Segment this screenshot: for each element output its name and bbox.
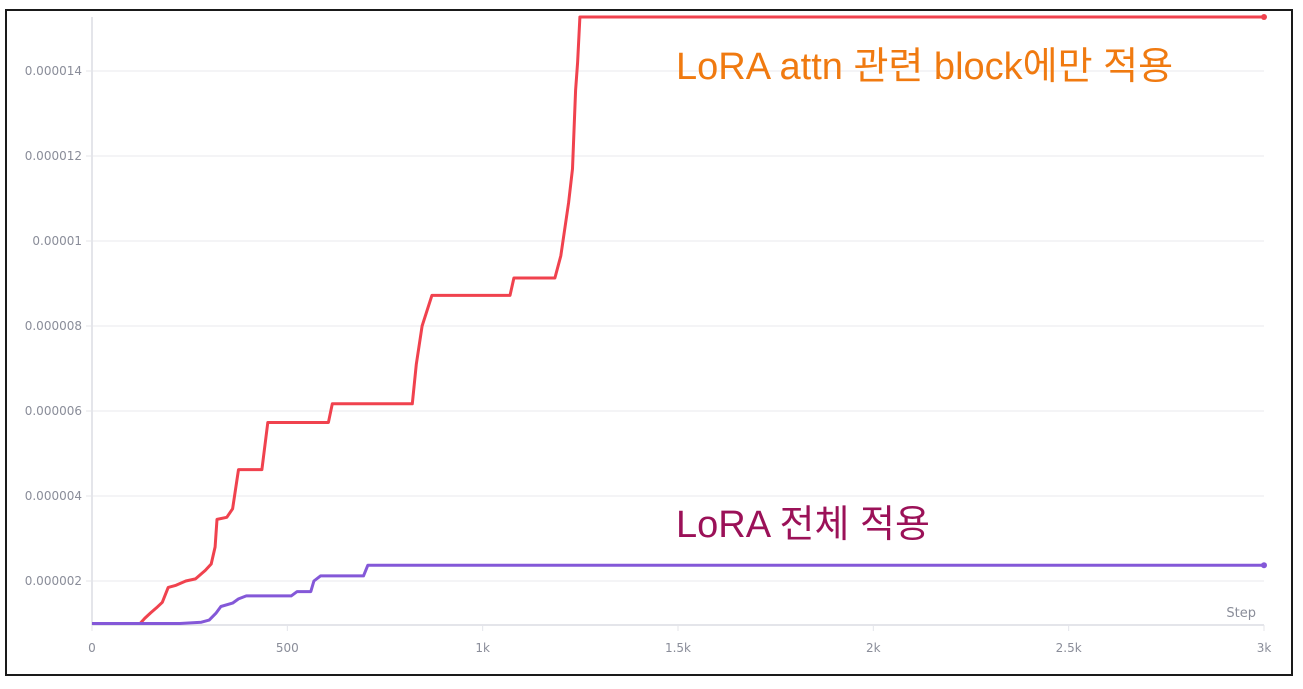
y-tick-label: 0.000014 [25, 64, 82, 78]
x-axis-title: Step [1226, 606, 1256, 621]
annotation-attn-only: LoRA attn 관련 block에만 적용 [676, 46, 1174, 88]
x-tick-label: 1.5k [665, 641, 691, 655]
x-tick-label: 2.5k [1056, 641, 1082, 655]
series-endpoint-0 [1261, 14, 1267, 21]
series-line-0 [92, 15, 1264, 625]
y-tick-label: 0.000008 [25, 319, 82, 333]
series-endpoint-1 [1261, 562, 1267, 569]
x-axis-ticks: 0 500 1k 1.5k 2k 2.5k 3k [88, 625, 1271, 655]
y-tick-label: 0.000004 [25, 489, 82, 503]
series-lines [92, 14, 1267, 625]
gridlines [92, 70, 1264, 582]
y-tick-label: 0.000006 [25, 404, 82, 418]
series-line-1 [92, 563, 1264, 625]
x-tick-label: 1k [475, 641, 490, 655]
x-tick-label: 0 [88, 641, 96, 655]
x-tick-label: 3k [1257, 641, 1272, 655]
annotation-full: LoRA 전체 적용 [676, 504, 930, 546]
x-tick-label: 2k [866, 641, 881, 655]
y-tick-label: 0.00001 [32, 234, 82, 248]
y-tick-label: 0.000012 [25, 149, 82, 163]
x-tick-label: 500 [276, 641, 299, 655]
y-axis-ticks: 0.000002 0.000004 0.000006 0.000008 0.00001 0… [25, 64, 92, 588]
y-tick-label: 0.000002 [25, 574, 82, 588]
